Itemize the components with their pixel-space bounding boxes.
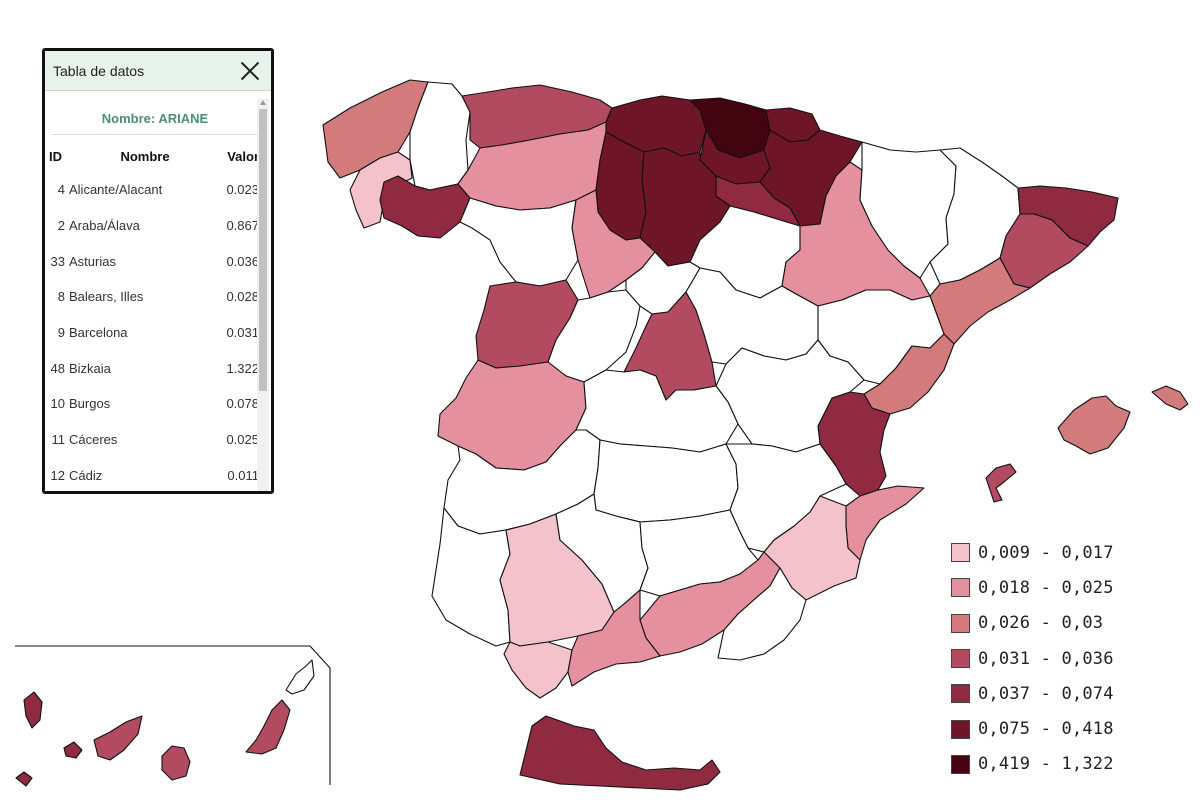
row-id: 33	[50, 253, 65, 269]
legend-item: 0,026 - 0,03	[951, 606, 1114, 641]
province-alicante[interactable]: Alicante	[845, 485, 925, 561]
legend-label: 0,031 - 0,036	[978, 648, 1114, 669]
row-id: 9	[57, 325, 65, 341]
data-table-panel: Tabla de datos Nombre: ARIANE ID Nombre …	[42, 48, 274, 494]
close-icon[interactable]	[237, 58, 263, 84]
row-value: 0.011	[227, 467, 259, 483]
legend-label: 0,009 - 0,017	[978, 542, 1114, 563]
row-name: Bizkaia	[69, 360, 111, 376]
province-fuerteventura[interactable]: Lanzarote	[245, 699, 291, 755]
legend-swatch	[951, 649, 970, 669]
province-malaga[interactable]: Málaga	[567, 589, 661, 687]
province-gran-canaria[interactable]: Fuerteventura	[161, 745, 191, 781]
row-name: Asturias	[69, 253, 116, 269]
province-ciudad-real[interactable]: Ciudad Real	[593, 439, 739, 523]
row-id: 12	[50, 467, 65, 483]
row-value: 1.322	[226, 360, 259, 376]
legend-swatch	[951, 543, 970, 563]
province-ceuta[interactable]: La Palma	[519, 715, 721, 791]
table-row[interactable]: 12 Cádiz 0.011	[45, 458, 271, 492]
row-id: 10	[50, 396, 65, 412]
row-value: 0.023	[226, 182, 259, 198]
legend-item: 0,009 - 0,017	[951, 535, 1114, 570]
table-row[interactable]: 4 Alicante/Alacant 0.023	[45, 172, 271, 208]
province-cadiz[interactable]: Cádiz	[503, 641, 573, 699]
legend-swatch	[951, 754, 970, 774]
province-avila[interactable]: Ávila	[547, 289, 641, 383]
legend-label: 0,026 - 0,03	[978, 613, 1104, 634]
table-row[interactable]: 8 Balears, Illes 0.028	[45, 279, 271, 315]
panel-header: Tabla de datos	[45, 51, 271, 91]
row-name: Alicante/Alacant	[69, 182, 163, 198]
province-barcelona[interactable]: Barcelona	[999, 213, 1089, 289]
province-el-hierro[interactable]: La Gomera	[15, 771, 33, 787]
table-row[interactable]: 10 Burgos 0.078	[45, 386, 271, 422]
row-id: 8	[57, 289, 65, 305]
panel-scrollbar[interactable]	[257, 99, 269, 491]
row-id: 2	[57, 218, 65, 234]
header-name: Nombre	[120, 149, 170, 164]
legend-item: 0,419 - 1,322	[951, 747, 1114, 782]
legend-item: 0,037 - 0,074	[951, 676, 1114, 711]
province-almeria[interactable]: Almería	[717, 567, 807, 661]
legend-item: 0,075 - 0,418	[951, 711, 1114, 746]
row-value: 0.036	[226, 253, 259, 269]
province-ibiza[interactable]: Ibiza	[985, 463, 1017, 503]
row-id: 4	[57, 182, 65, 198]
province-lanzarote[interactable]: Ceuta	[285, 659, 315, 695]
map-legend: 0,009 - 0,017 0,018 - 0,025 0,026 - 0,03…	[951, 535, 1114, 782]
table-header: ID Nombre Valor	[45, 135, 271, 164]
row-name: Barcelona	[69, 325, 128, 341]
row-value: 0.867	[226, 218, 259, 234]
panel-title: Tabla de datos	[53, 62, 145, 79]
panel-subtitle: Nombre: ARIANE	[51, 91, 259, 135]
row-id: 11	[51, 432, 66, 448]
province-mallorca[interactable]: Mallorca	[1057, 395, 1131, 455]
table-body: 4 Alicante/Alacant 0.023 2 Araba/Álava 0.867…	[45, 164, 271, 492]
table-row[interactable]: 11 Cáceres 0.025	[45, 422, 271, 458]
table-row[interactable]: 33 Asturias 0.036	[45, 243, 271, 279]
row-name: Burgos	[69, 396, 111, 412]
legend-swatch	[951, 719, 970, 739]
canary-inset-frame	[15, 645, 331, 785]
row-value: 0.028	[226, 289, 259, 305]
scroll-thumb[interactable]	[259, 109, 267, 391]
row-name: Cáceres	[69, 432, 118, 448]
row-value: 0.031	[226, 325, 259, 341]
legend-item: 0,018 - 0,025	[951, 570, 1114, 605]
row-id: 48	[50, 360, 65, 376]
province-menorca[interactable]: Menorca	[1151, 385, 1189, 411]
province-la-palma[interactable]: Tenerife	[23, 691, 43, 729]
scroll-up-icon[interactable]	[260, 100, 266, 105]
header-id: ID	[49, 149, 62, 164]
legend-swatch	[951, 684, 970, 704]
province-la-gomera[interactable]: El Hierro	[63, 741, 83, 759]
table-row[interactable]: 48 Bizkaia 1.322	[45, 350, 271, 386]
legend-label: 0,018 - 0,025	[978, 577, 1114, 598]
row-name: Balears, Illes	[69, 289, 144, 305]
legend-label: 0,037 - 0,074	[978, 683, 1114, 704]
table-row[interactable]: 9 Barcelona 0.031	[45, 315, 271, 351]
table-row[interactable]: 2 Araba/Álava 0.867	[45, 208, 271, 244]
province-cuenca[interactable]: Cuenca	[715, 339, 865, 453]
legend-swatch	[951, 613, 970, 633]
legend-label: 0,075 - 0,418	[978, 719, 1114, 740]
row-name: Araba/Álava	[69, 218, 140, 234]
row-value: 0.025	[226, 432, 259, 448]
row-value: 0.078	[226, 396, 259, 412]
province-tenerife[interactable]: Gran Canaria	[93, 715, 143, 761]
province-albacete[interactable]: Albacete	[725, 443, 847, 553]
legend-item: 0,031 - 0,036	[951, 641, 1114, 676]
header-value: Valor	[227, 149, 259, 164]
row-name: Cádiz	[69, 467, 103, 483]
province-zamora[interactable]: Zamora	[459, 197, 579, 287]
legend-label: 0,419 - 1,322	[978, 754, 1114, 775]
legend-swatch	[951, 578, 970, 598]
